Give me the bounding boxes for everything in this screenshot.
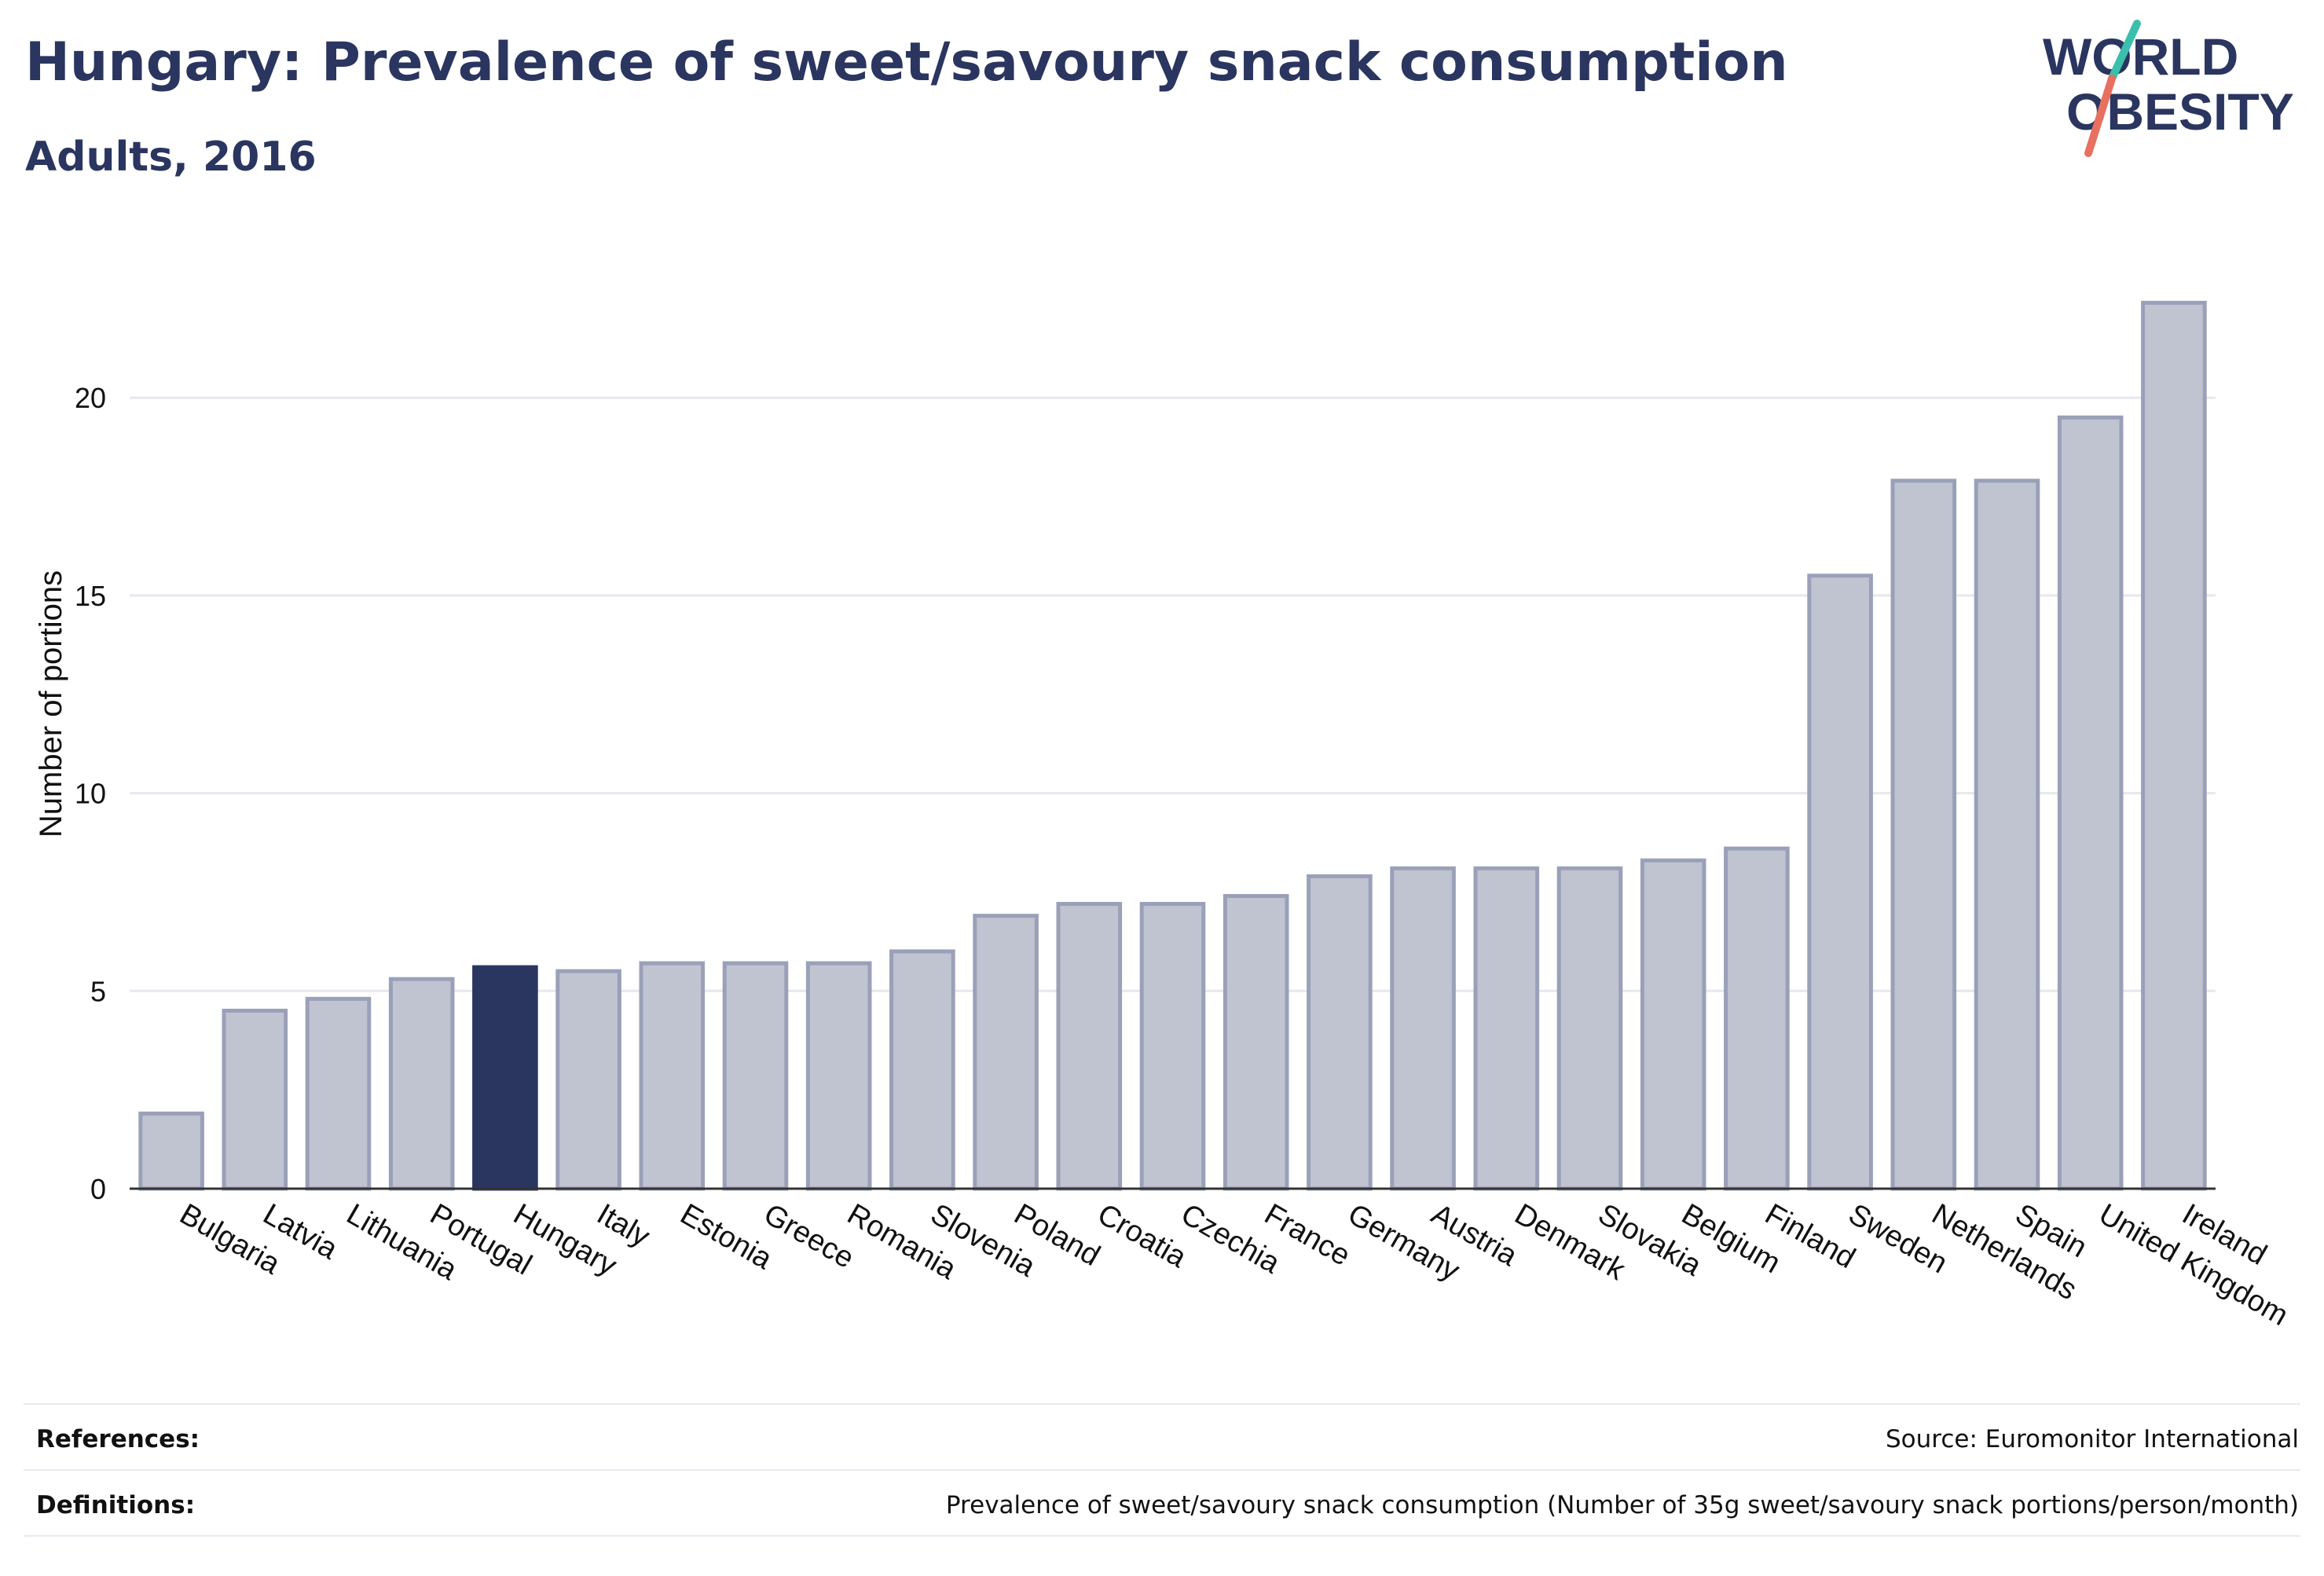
footer-definitions-row: Definitions: Prevalence of sweet/savoury…	[36, 1475, 2299, 1538]
y-tick-label: 10	[75, 778, 106, 810]
chart-subtitle: Adults, 2016	[25, 134, 317, 181]
bar-lithuania	[305, 996, 372, 1191]
bar-ireland	[2141, 300, 2207, 1191]
bar-portugal	[388, 977, 455, 1191]
world-obesity-logo: WORLD OBESITY	[2043, 20, 2294, 157]
bar-hungary	[472, 965, 538, 1191]
footer-divider-bottom	[24, 1535, 2300, 1537]
logo-slash-top	[2108, 20, 2141, 82]
x-tick-label: Estonia	[675, 1197, 779, 1276]
definitions-value: Prevalence of sweet/savoury snack consum…	[945, 1491, 2299, 1519]
bar-france	[1222, 893, 1289, 1191]
bar-spain	[1974, 478, 2040, 1191]
bar-greece	[722, 961, 789, 1191]
bar-netherlands	[1890, 478, 1957, 1191]
y-tick-label: 20	[75, 382, 106, 414]
footer-divider-middle	[24, 1469, 2300, 1471]
bar-denmark	[1473, 866, 1540, 1191]
bar-poland	[973, 914, 1039, 1191]
bar-chart: 05101520BulgariaLatviaLithuaniaPortugalH…	[34, 300, 2293, 1332]
bar-austria	[1390, 866, 1456, 1191]
bar-romania	[805, 961, 872, 1191]
bar-bulgaria	[138, 1111, 204, 1191]
bar-sweden	[1807, 574, 1873, 1191]
chart-title: Hungary: Prevalence of sweet/savoury sna…	[25, 31, 1788, 93]
x-tick-label: Croatia	[1092, 1197, 1193, 1274]
bar-belgium	[1640, 858, 1706, 1191]
y-tick-label: 15	[75, 580, 106, 612]
references-value: Source: Euromonitor International	[1885, 1425, 2299, 1453]
footer-references-row: References: Source: Euromonitor Internat…	[36, 1409, 2299, 1472]
y-tick-label: 5	[90, 975, 106, 1007]
bar-finland	[1724, 846, 1790, 1191]
logo-slash-bottom	[2084, 75, 2116, 157]
bar-united-kingdom	[2057, 415, 2124, 1191]
references-label: References:	[36, 1425, 200, 1453]
bar-slovenia	[889, 949, 955, 1191]
bar-slovakia	[1556, 866, 1623, 1191]
y-axis-label: Number of portions	[34, 570, 68, 837]
bar-italy	[555, 969, 621, 1191]
footer-divider-top	[24, 1403, 2300, 1405]
bars	[138, 300, 2207, 1191]
y-tick-label: 0	[90, 1173, 106, 1205]
logo-word-world: WORLD	[2043, 27, 2238, 86]
bar-estonia	[639, 961, 706, 1191]
bar-germany	[1307, 874, 1373, 1191]
bar-czechia	[1139, 902, 1206, 1191]
bar-latvia	[222, 1008, 288, 1191]
x-tick-label: Greece	[758, 1197, 860, 1275]
definitions-label: Definitions:	[36, 1491, 196, 1519]
bar-croatia	[1056, 902, 1123, 1191]
